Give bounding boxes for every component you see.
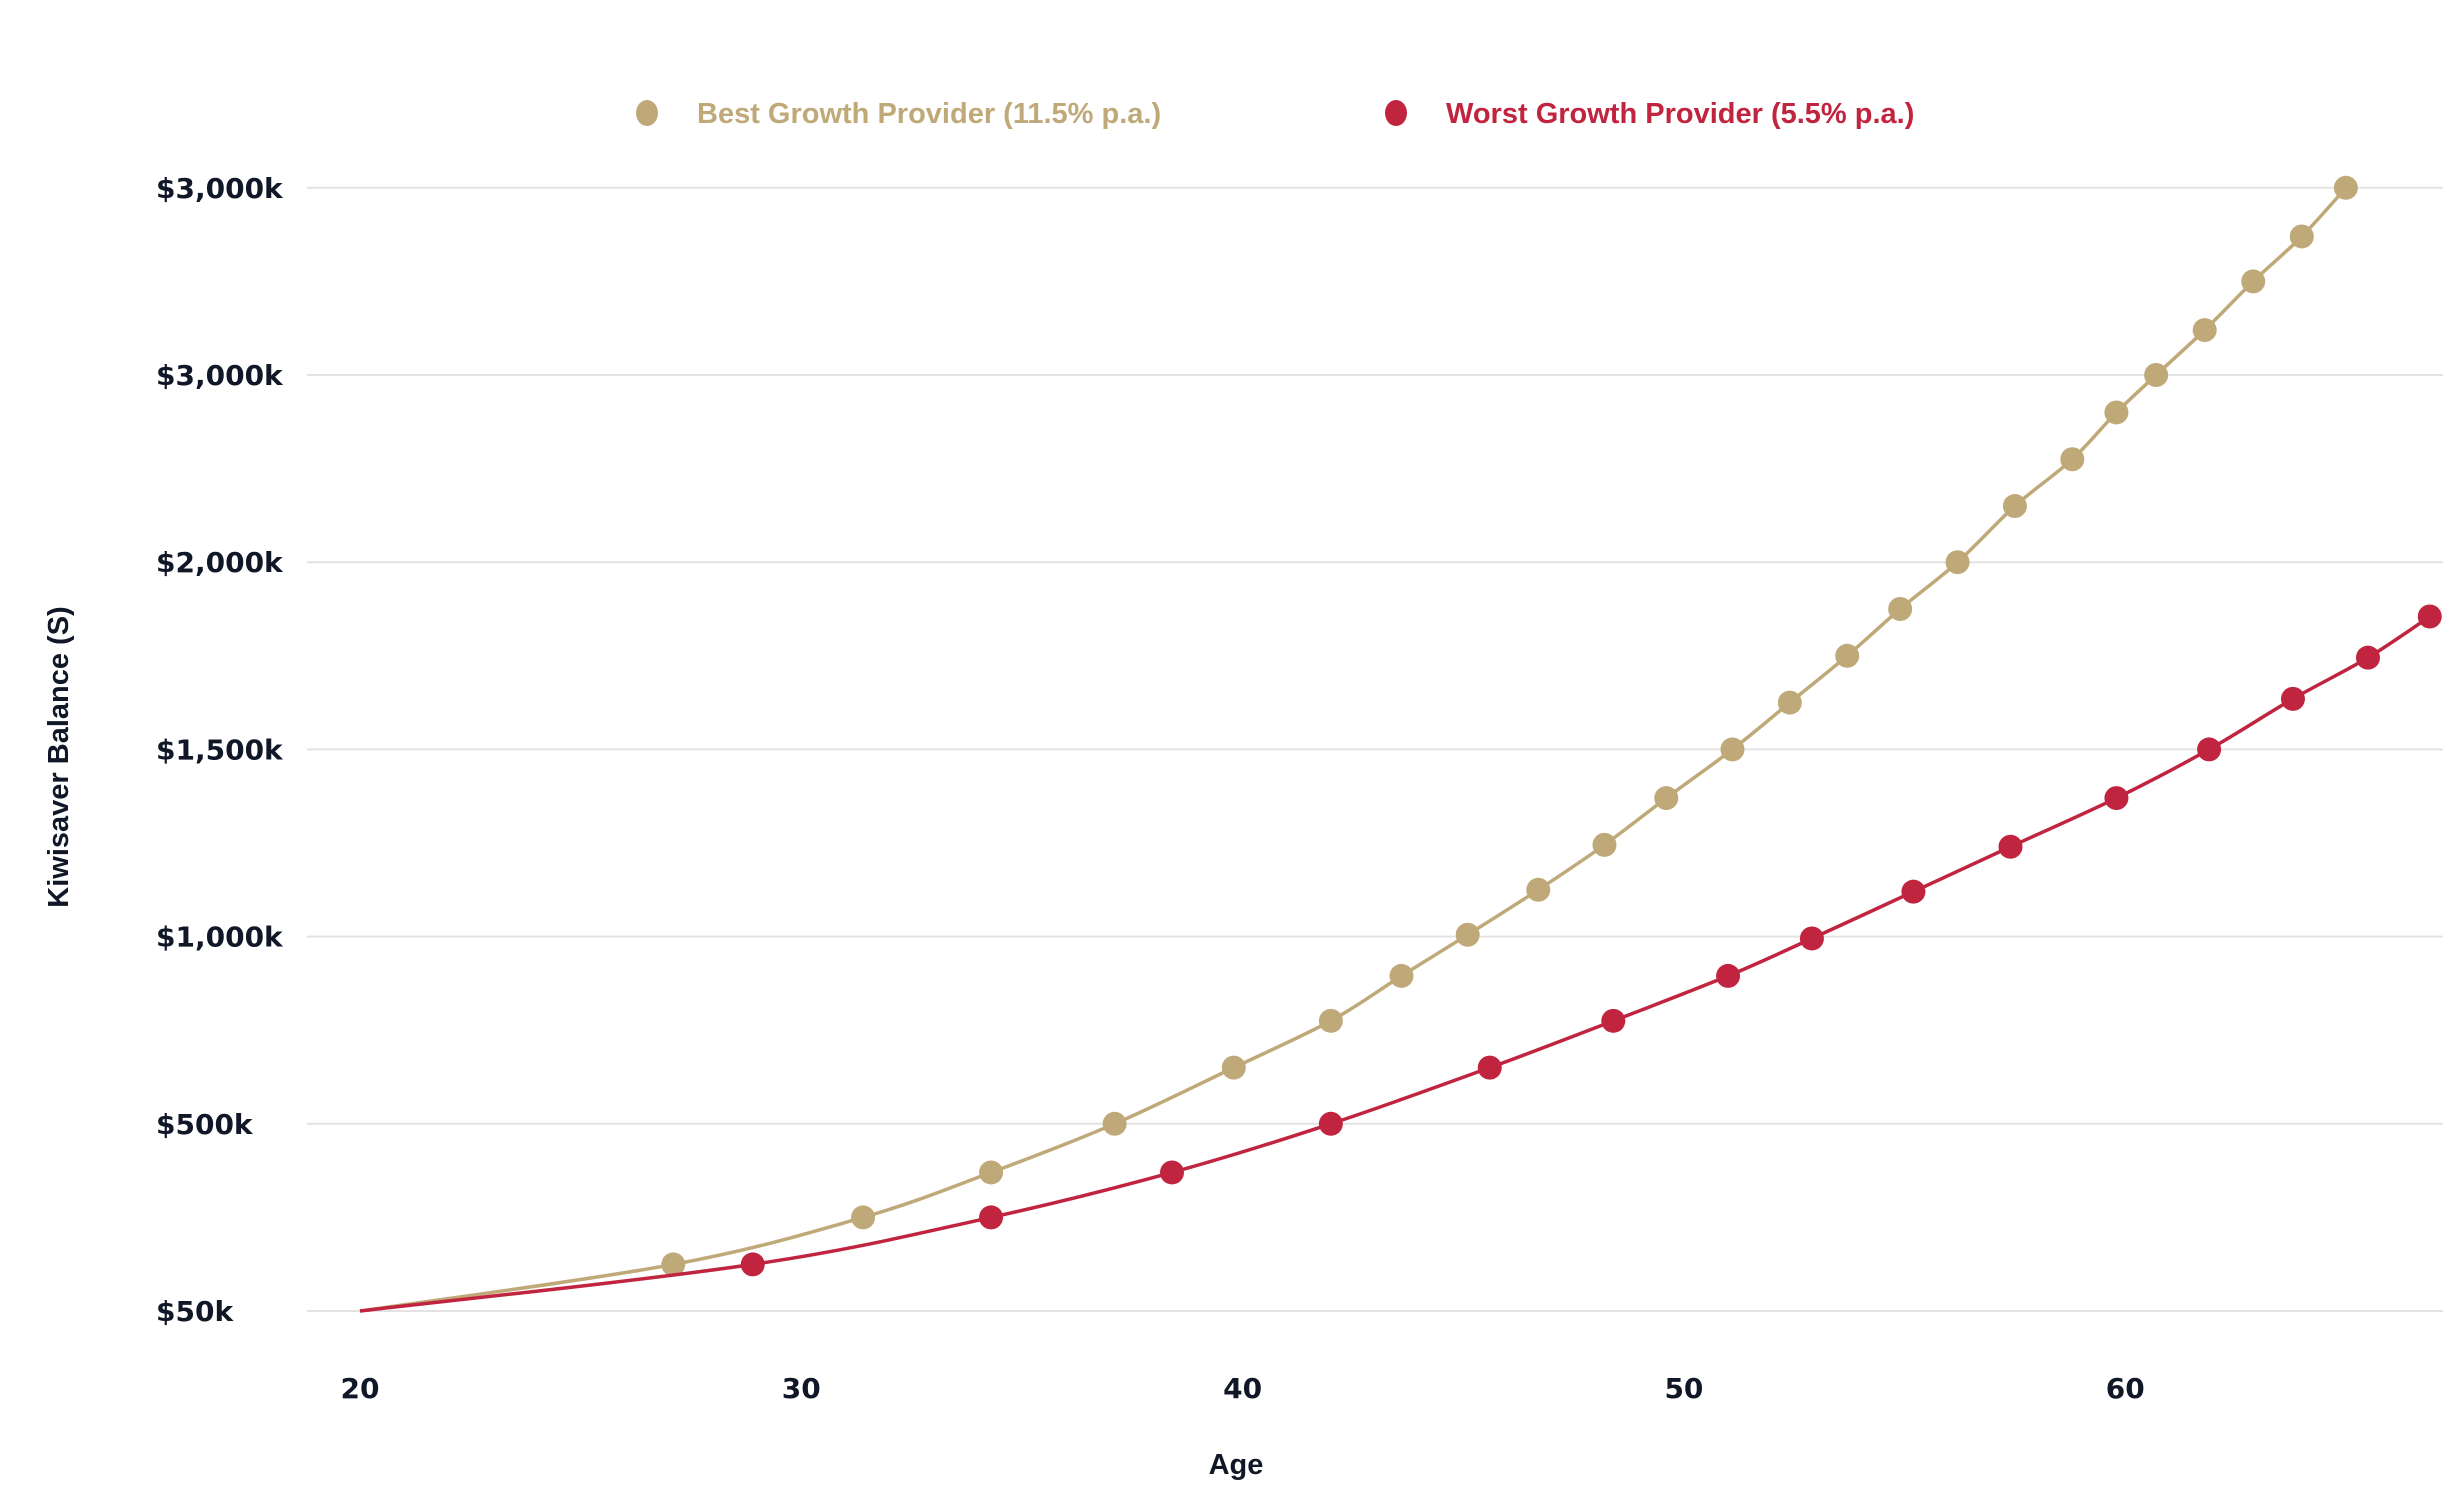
series-line: [359, 615, 2431, 1313]
gridlines: [307, 186, 2443, 1312]
data-point[interactable]: [2002, 494, 2027, 519]
data-point[interactable]: [1716, 963, 1741, 988]
data-point[interactable]: [1221, 1055, 1246, 1080]
data-point[interactable]: [1455, 922, 1480, 947]
data-point[interactable]: [979, 1160, 1004, 1185]
x-tick-label: 60: [2106, 1372, 2145, 1405]
data-point[interactable]: [1777, 690, 1802, 715]
data-point[interactable]: [1592, 832, 1617, 857]
legend-marker-worst: [1385, 100, 1407, 126]
y-tick-label: $3,000k: [156, 359, 284, 392]
data-point[interactable]: [2197, 737, 2222, 762]
data-point[interactable]: [1998, 834, 2023, 859]
x-tick-label: 30: [782, 1372, 821, 1405]
x-axis-ticks: 20 30 40 50 60: [340, 1372, 2144, 1405]
data-point[interactable]: [851, 1205, 876, 1230]
y-tick-label: $3,000k: [156, 172, 284, 205]
data-point[interactable]: [1601, 1008, 1626, 1033]
data-point[interactable]: [1901, 879, 1926, 904]
legend-item-best[interactable]: Best Growth Provider (11.5% p.a.): [636, 98, 1161, 130]
y-axis-title: Kiwisaver Balance (S): [43, 606, 75, 907]
legend-label-worst: Worst Growth Provider (5.5% p.a.): [1446, 98, 1914, 130]
data-point[interactable]: [2289, 224, 2314, 249]
x-tick-label: 20: [340, 1372, 379, 1405]
series-1: [359, 604, 2442, 1313]
data-point[interactable]: [2355, 645, 2380, 670]
y-tick-label: $1,000k: [156, 921, 284, 954]
data-point[interactable]: [2104, 400, 2129, 425]
series-0: [359, 175, 2358, 1313]
y-tick-label: $50k: [156, 1295, 234, 1328]
legend-marker-best: [636, 100, 658, 126]
data-point[interactable]: [1477, 1055, 1502, 1080]
series-group: [359, 175, 2442, 1313]
data-point[interactable]: [2417, 604, 2442, 629]
data-point[interactable]: [1654, 786, 1679, 811]
y-tick-label: $1,500k: [156, 733, 284, 766]
data-point[interactable]: [1526, 877, 1551, 902]
data-point[interactable]: [740, 1252, 765, 1277]
legend: Best Growth Provider (11.5% p.a.) Worst …: [636, 98, 1914, 130]
y-tick-label: $2,000k: [156, 546, 284, 579]
data-point[interactable]: [1159, 1160, 1184, 1185]
data-point[interactable]: [2192, 318, 2217, 343]
data-point[interactable]: [1888, 597, 1913, 621]
data-point[interactable]: [2104, 786, 2129, 811]
y-tick-label: $500k: [156, 1108, 254, 1141]
x-tick-label: 40: [1223, 1372, 1262, 1405]
data-point[interactable]: [2060, 447, 2085, 472]
y-axis-ticks: $50k $500k $1,000k $1,500k $2,000k $3,000k $3,…: [156, 172, 284, 1328]
legend-item-worst[interactable]: Worst Growth Provider (5.5% p.a.): [1385, 98, 1914, 130]
data-point[interactable]: [979, 1205, 1004, 1230]
x-tick-label: 50: [1664, 1372, 1703, 1405]
data-point[interactable]: [2333, 175, 2358, 200]
data-point[interactable]: [1720, 737, 1745, 762]
data-point[interactable]: [1318, 1111, 1343, 1136]
data-point[interactable]: [661, 1252, 686, 1277]
data-point[interactable]: [1318, 1008, 1343, 1033]
data-point[interactable]: [2144, 363, 2169, 387]
data-point[interactable]: [2280, 686, 2305, 711]
data-point[interactable]: [2241, 269, 2266, 294]
data-point[interactable]: [1945, 550, 1970, 575]
data-point[interactable]: [1102, 1111, 1127, 1136]
x-axis-title: Age: [1209, 1449, 1264, 1481]
data-point[interactable]: [1835, 643, 1860, 668]
legend-label-best: Best Growth Provider (11.5% p.a.): [697, 98, 1161, 130]
data-point[interactable]: [1389, 963, 1414, 988]
data-point[interactable]: [1799, 926, 1824, 951]
